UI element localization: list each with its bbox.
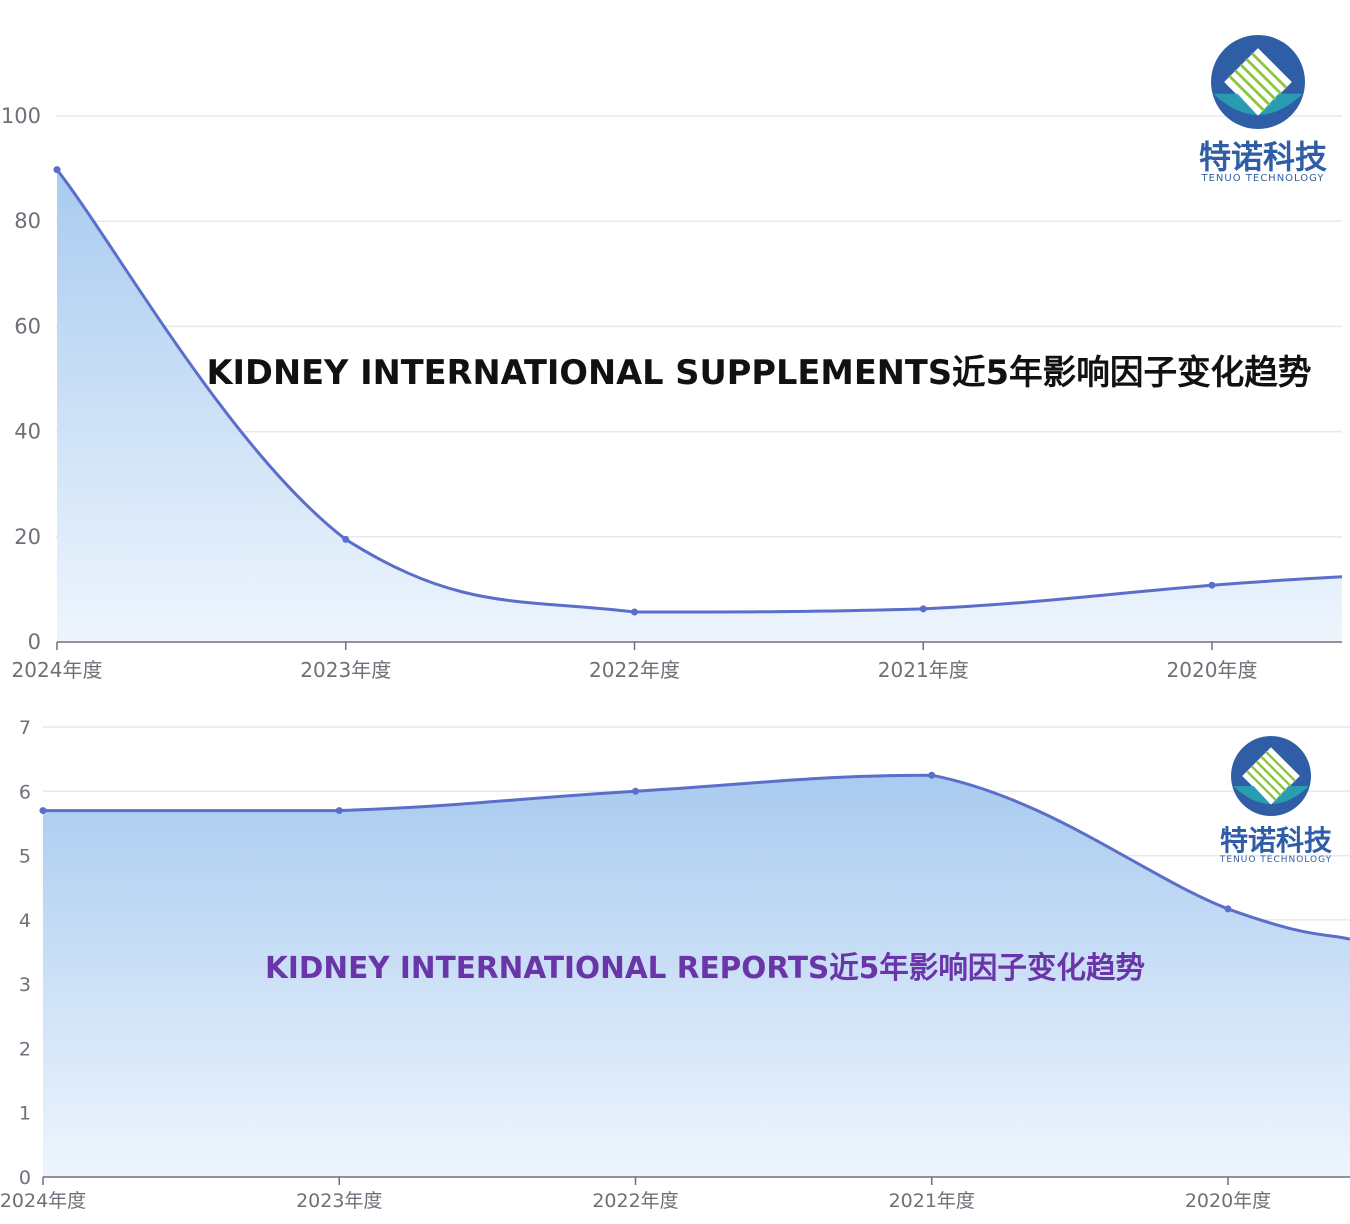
x-tick-label: 2023年度 bbox=[300, 658, 391, 682]
y-tick-label: 2 bbox=[19, 1038, 31, 1060]
x-tick-label: 2024年度 bbox=[0, 1190, 86, 1212]
x-tick-label: 2022年度 bbox=[589, 658, 680, 682]
logo-stripe-icon bbox=[1260, 756, 1292, 787]
logo-stripe-icon bbox=[1250, 765, 1282, 797]
data-point bbox=[335, 807, 343, 815]
chart-panel-reports: 0 1 2 3 4 5 6 7 2024年度 2023年度 2022年度 2021年度 2020年度 KI… bbox=[0, 700, 1350, 1224]
chart-supplements: 0 20 40 60 80 100 2024年度 2023年度 2022年度 2021年度 2020… bbox=[1, 35, 1343, 682]
y-tick-label: 1 bbox=[19, 1103, 31, 1125]
data-point bbox=[919, 605, 927, 613]
y-tick-label: 7 bbox=[19, 717, 31, 739]
logo-name: 特诺科技 bbox=[1220, 824, 1332, 857]
y-tick-label: 3 bbox=[19, 974, 31, 996]
logo-stripe-icon bbox=[1265, 751, 1296, 782]
x-tick-label: 2022年度 bbox=[592, 1190, 678, 1212]
series-line bbox=[43, 773, 1350, 941]
y-tick-label: 60 bbox=[14, 314, 41, 338]
y-tick-label: 20 bbox=[14, 525, 41, 549]
y-tick-label: 5 bbox=[19, 846, 31, 868]
data-point bbox=[342, 535, 350, 543]
x-tick-label: 2024年度 bbox=[12, 658, 103, 682]
chart-title: KIDNEY INTERNATIONAL SUPPLEMENTS近5年影响因子变… bbox=[207, 353, 1312, 393]
logo-stripe-icon bbox=[1234, 69, 1271, 106]
x-tick-label: 2020年度 bbox=[1167, 658, 1258, 682]
logo-stripe-icon bbox=[1240, 64, 1276, 100]
data-point bbox=[632, 787, 639, 795]
y-tick-label: 0 bbox=[28, 630, 41, 654]
data-point bbox=[1208, 581, 1216, 589]
logo-subtitle: TENUO TECHNOLOGY bbox=[1219, 855, 1332, 865]
series-area bbox=[43, 775, 1350, 1177]
chart-panel-supplements: 0 20 40 60 80 100 2024年度 2023年度 2022年度 2021年度 2020… bbox=[1, 35, 1343, 682]
logo-stripe-icon bbox=[1228, 75, 1265, 112]
logo-subtitle: TENUO TECHNOLOGY bbox=[1200, 173, 1324, 184]
logo-stripe-icon bbox=[1245, 58, 1282, 95]
data-point bbox=[53, 166, 61, 174]
logo-stripe-icon bbox=[1246, 770, 1277, 801]
data-point bbox=[1224, 905, 1232, 913]
chart-reports: 0 1 2 3 4 5 6 7 2024年度 2023年度 2022年度 2021年度 2020年度 KI… bbox=[0, 717, 1350, 1212]
y-tick-label: 40 bbox=[14, 420, 41, 444]
y-tick-label: 80 bbox=[14, 209, 41, 233]
data-point bbox=[928, 771, 936, 779]
y-tick-label: 6 bbox=[19, 781, 31, 803]
x-tick-label: 2023年度 bbox=[296, 1190, 382, 1212]
logo-name: 特诺科技 bbox=[1199, 138, 1327, 176]
logo-band-icon bbox=[1213, 93, 1303, 116]
chart-title: KIDNEY INTERNATIONAL REPORTS近5年影响因子变化趋势 bbox=[265, 951, 1145, 986]
data-point bbox=[631, 608, 638, 616]
logo-stripe-icon bbox=[1255, 760, 1287, 792]
y-tick-label: 100 bbox=[1, 104, 41, 128]
logo-stripe-icon bbox=[1251, 52, 1288, 89]
series-area bbox=[57, 169, 1342, 643]
y-tick-label: 4 bbox=[19, 910, 31, 932]
logo-band-icon bbox=[1233, 786, 1309, 805]
series-line bbox=[55, 168, 1343, 614]
y-tick-label: 0 bbox=[19, 1167, 31, 1189]
x-tick-label: 2021年度 bbox=[889, 1190, 975, 1212]
data-point bbox=[39, 807, 47, 815]
x-tick-label: 2020年度 bbox=[1185, 1190, 1271, 1212]
x-tick-label: 2021年度 bbox=[878, 658, 969, 682]
